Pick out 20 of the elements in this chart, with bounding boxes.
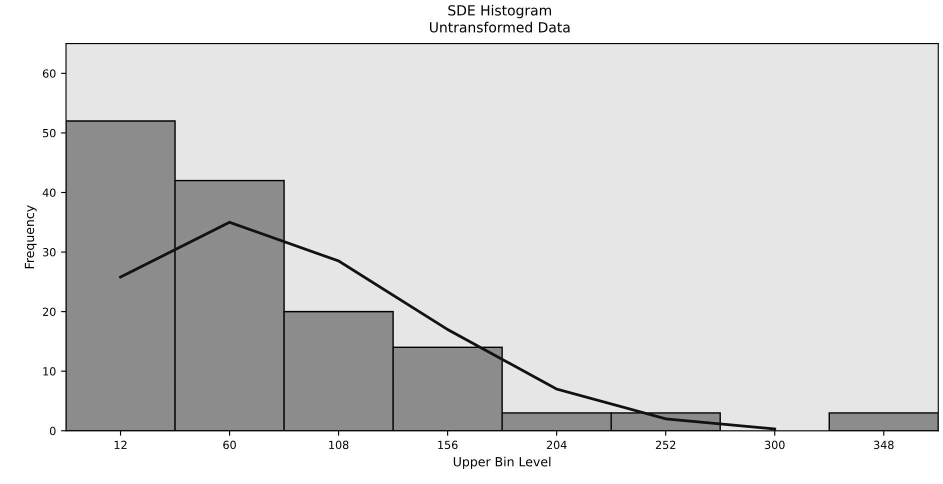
y-tick-label: 40 [42, 188, 56, 197]
y-tick-label: 30 [42, 248, 56, 256]
chart-title: SDE Histogram [448, 4, 551, 18]
y-tick-label: 60 [42, 69, 56, 78]
x-tick-label: 12 [114, 440, 126, 449]
x-tick-label: 300 [764, 440, 785, 450]
line-series [119, 220, 776, 430]
y-tick-label: 50 [43, 128, 56, 138]
y-axis-title: Frequency [24, 205, 37, 268]
x-axis-title: Upper Bin Level [454, 456, 550, 469]
x-tick-label: 348 [874, 440, 894, 450]
x-tick-label: 156 [438, 440, 458, 450]
x-tick-label: 108 [329, 440, 348, 450]
x-tick-label: 60 [223, 440, 236, 450]
x-tick-label: 252 [656, 440, 676, 450]
y-tick-label: 20 [42, 308, 56, 316]
chart-subtitle: Untransformed Data [430, 22, 570, 33]
y-tick-label: 10 [43, 367, 56, 376]
y-tick-label: 0 [50, 426, 56, 436]
x-tick-label: 204 [546, 440, 567, 450]
